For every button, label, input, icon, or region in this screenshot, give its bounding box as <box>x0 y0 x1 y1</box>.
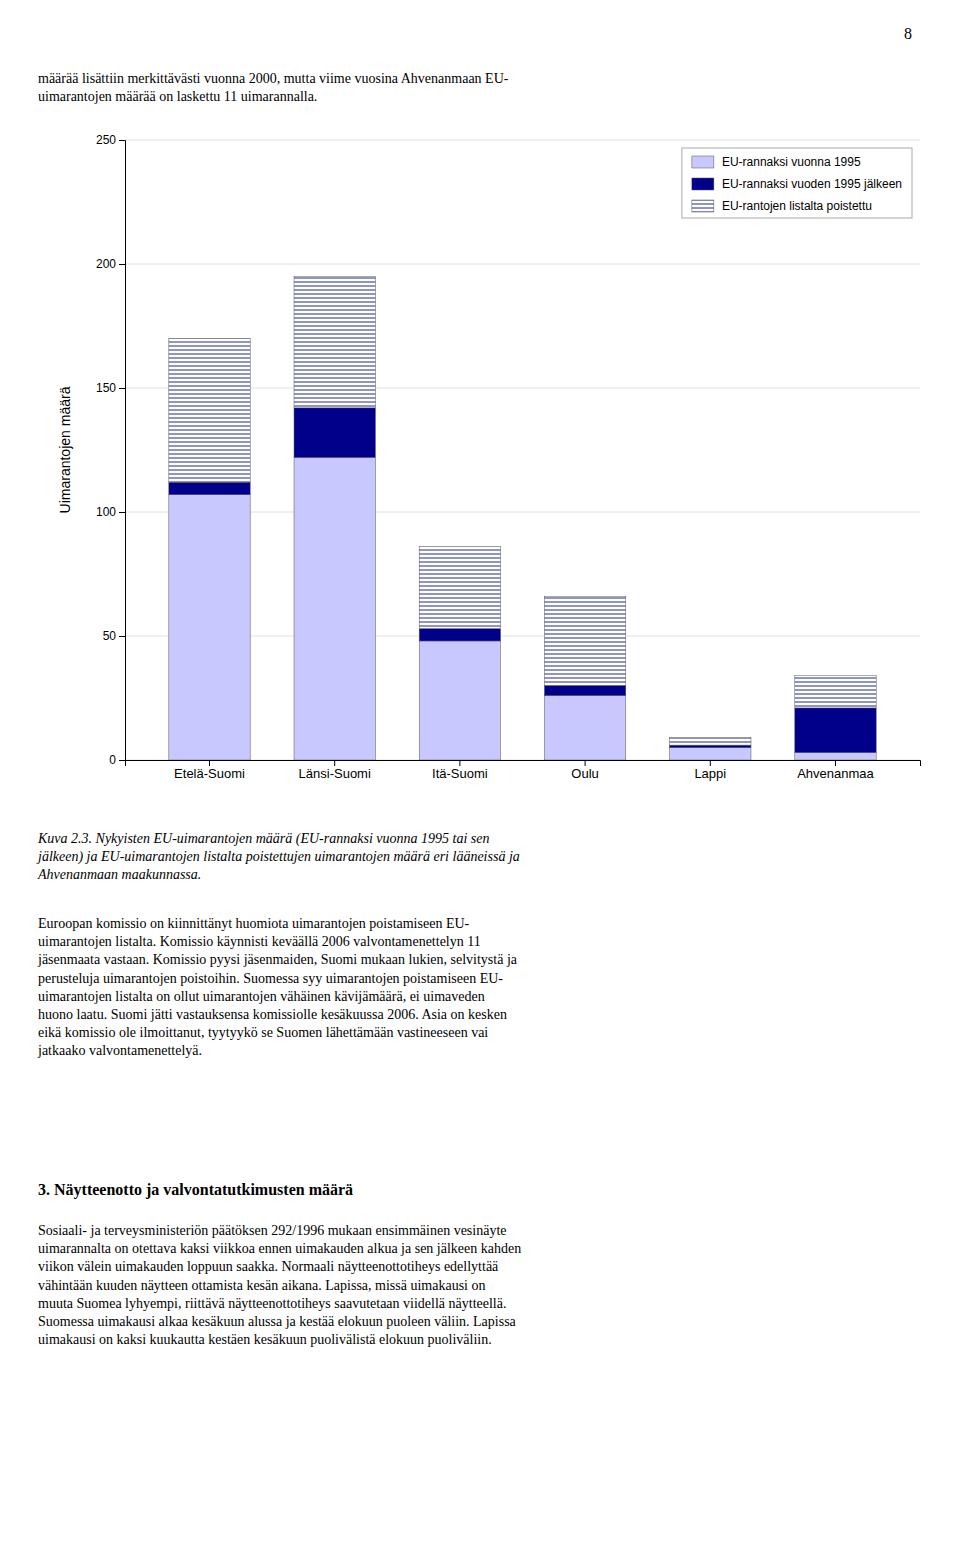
chart: 0 50 100 150 200 250 Etelä-Suomi Länsi-Suomi Itä… <box>0 125 960 815</box>
tick-mark <box>119 140 125 141</box>
legend-swatch <box>692 200 714 212</box>
tick: 0 <box>109 753 125 767</box>
bar <box>670 738 751 745</box>
legend-label: EU-rannaksi vuoden 1995 jälkeen <box>722 177 902 191</box>
tick: Itä-Suomi <box>432 760 488 781</box>
intro-text: määrää lisättiin merkittävästi vuonna 20… <box>38 70 508 106</box>
y-axis: 0 50 100 150 200 250 <box>96 133 126 767</box>
tick-label: Etelä-Suomi <box>174 766 245 781</box>
legend-item: EU-rannaksi vuoden 1995 jälkeen <box>692 177 902 191</box>
bars <box>169 276 876 760</box>
x-axis: Etelä-Suomi Länsi-Suomi Itä-Suomi Oulu Lappi… <box>126 760 921 781</box>
legend-item: EU-rantojen listalta poistettu <box>692 199 872 213</box>
tick-mark <box>119 512 125 513</box>
series <box>169 408 876 753</box>
legend-label: EU-rantojen listalta poistettu <box>722 199 872 213</box>
tick-label: 250 <box>96 133 116 147</box>
tick: 100 <box>96 505 125 519</box>
tick-label: 0 <box>109 753 116 767</box>
page-number: 8 <box>904 24 912 45</box>
plot: 0 50 100 150 200 250 Etelä-Suomi Länsi-Suomi Itä… <box>57 133 921 781</box>
bar <box>795 753 876 760</box>
tick-mark <box>459 760 460 766</box>
tick: Länsi-Suomi <box>299 760 371 781</box>
bar <box>670 748 751 760</box>
bar <box>795 676 876 708</box>
bar <box>169 495 250 760</box>
tick-label: 100 <box>96 505 116 519</box>
tick-mark <box>835 760 836 766</box>
bar <box>419 641 500 760</box>
tick-mark <box>585 760 586 766</box>
section-heading: 3. Näytteenotto ja valvontatutkimusten m… <box>38 1180 353 1201</box>
bar <box>294 457 375 760</box>
tick-mark <box>119 760 125 761</box>
tick: 250 <box>96 133 125 147</box>
series <box>169 457 876 760</box>
legend-item: EU-rannaksi vuonna 1995 <box>692 155 861 169</box>
tick-label: Oulu <box>571 766 598 781</box>
tick-mark <box>119 636 125 637</box>
tick-mark <box>119 388 125 389</box>
tick: Lappi <box>694 760 726 781</box>
legend-box <box>682 148 912 218</box>
tick-label: 150 <box>96 381 116 395</box>
tick-mark <box>209 760 210 766</box>
tick-mark <box>710 760 711 766</box>
grid-line <box>125 140 920 141</box>
tick-label: Länsi-Suomi <box>299 766 371 781</box>
tick-label: Itä-Suomi <box>432 766 488 781</box>
bar <box>795 708 876 753</box>
bar <box>419 547 500 629</box>
tick: 50 <box>103 629 125 643</box>
tick-label: Ahvenanmaa <box>797 766 874 781</box>
axis-line <box>126 761 921 767</box>
tick: Ahvenanmaa <box>797 760 874 781</box>
bar <box>419 629 500 641</box>
grid-line <box>125 264 920 265</box>
bar <box>169 338 250 482</box>
figure-caption: Kuva 2.3. Nykyisten EU-uimarantojen määr… <box>38 830 520 885</box>
legend-label: EU-rannaksi vuonna 1995 <box>722 155 861 169</box>
legend-items: EU-rannaksi vuonna 1995 EU-rannaksi vuode… <box>692 155 902 213</box>
bar <box>670 745 751 747</box>
bar <box>544 696 625 760</box>
tick: 200 <box>96 257 125 271</box>
tick-mark <box>119 264 125 265</box>
tick-label: 50 <box>103 629 117 643</box>
bar <box>294 408 375 458</box>
tick: Etelä-Suomi <box>174 760 245 781</box>
tick-label: 200 <box>96 257 116 271</box>
tick: Oulu <box>571 760 598 781</box>
bar <box>169 482 250 494</box>
axis-line <box>119 141 126 761</box>
legend-swatch <box>692 178 714 190</box>
bar <box>294 276 375 407</box>
tick-label: Lappi <box>694 766 726 781</box>
tick-mark <box>334 760 335 766</box>
bar <box>544 686 625 696</box>
tick: 150 <box>96 381 125 395</box>
bar <box>544 596 625 685</box>
body-text: Sosiaali- ja terveysministeriön päätökse… <box>38 1222 521 1349</box>
legend-swatch <box>692 156 714 168</box>
axis-title: Uimarantojen määrä <box>57 386 73 513</box>
body-text: Euroopan komissio on kiinnittänyt huomio… <box>38 915 517 1061</box>
series <box>169 276 876 745</box>
grid <box>125 140 920 760</box>
legend: EU-rannaksi vuonna 1995 EU-rannaksi vuode… <box>682 148 912 218</box>
